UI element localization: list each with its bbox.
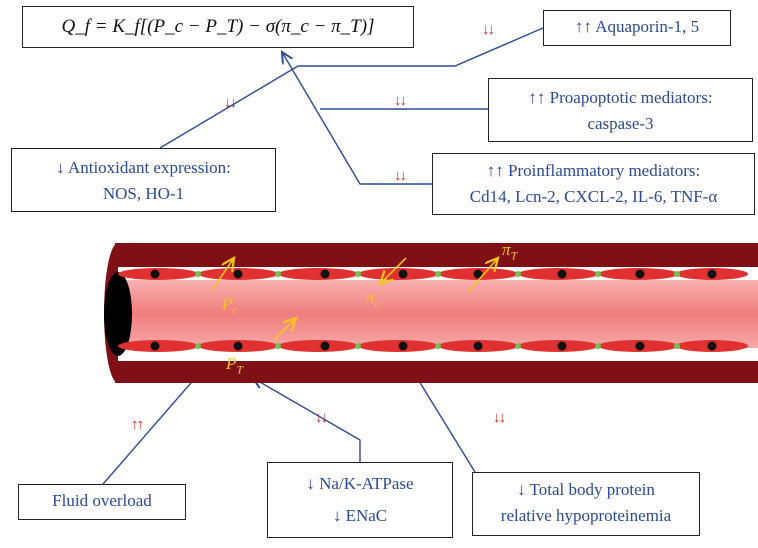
antioxidant-box: ↓ Antioxidant expression: NOS, HO-1: [11, 148, 276, 212]
fluid-overload-label: Fluid overload: [52, 491, 152, 510]
vessel-opening: [104, 272, 132, 356]
top-junctions: [195, 271, 680, 277]
proinflammatory-label-line1: ↑↑ Proinflammatory mediators:: [486, 161, 701, 180]
filtration-equation-box: Q_f = K_f[(P_c − P_T) − σ(π_c − π_T)]: [22, 6, 414, 48]
fluid-overload-box: Fluid overload: [18, 484, 186, 520]
capillary-pressure-label: Pc: [222, 294, 238, 317]
protein-label-line2: relative hypoproteinemia: [500, 506, 672, 525]
protein-down-indicator: ↓↓: [493, 410, 506, 426]
antioxidant-label-line1: ↓ Antioxidant expression:: [56, 158, 231, 177]
blood-vessel: [104, 243, 758, 383]
connector-proinflammatory: [282, 52, 432, 185]
antioxidant-down-indicator: ↓↓: [224, 95, 237, 111]
enac-label: ↓ ENaC: [332, 506, 388, 525]
connector-nak: [253, 378, 361, 462]
proapoptotic-label-line1: ↑↑ Proapoptotic mediators:: [528, 88, 713, 107]
connector-antioxidant: [159, 65, 299, 149]
nak-atpase-box: ↓ Na/K-ATPase ↓ ENaC: [267, 462, 453, 538]
connector-lines: [102, 27, 544, 485]
pt-arrow: [273, 318, 296, 341]
proinflammatory-box: ↑↑ Proinflammatory mediators: Cd14, Lcn-…: [432, 153, 755, 215]
proapoptotic-box: ↑↑ Proapoptotic mediators: caspase-3: [488, 78, 753, 142]
pc-arrow: [211, 258, 234, 291]
pit-arrow: [467, 258, 498, 293]
protein-box: ↓ Total body protein relative hypoprotei…: [472, 472, 700, 536]
aquaporin-box: ↑↑ Aquaporin-1, 5: [543, 10, 731, 46]
antioxidant-label-line2: NOS, HO-1: [102, 184, 185, 203]
connector-aquaporin: [298, 27, 544, 67]
capillary-oncotic-label: πc: [366, 288, 380, 311]
nak-atpase-label: ↓ Na/K-ATPase: [306, 474, 414, 493]
fluid-overload-up-indicator: ↑↑: [131, 417, 144, 433]
tissue-oncotic-label: πT: [502, 240, 518, 263]
top-nuclei: [150, 269, 717, 279]
proinflammatory-down-indicator: ↓↓: [394, 168, 407, 184]
proapoptotic-down-indicator: ↓↓: [394, 93, 407, 109]
filtration-equation: Q_f = K_f[(P_c − P_T) − σ(π_c − π_T)]: [61, 16, 375, 37]
protein-label-line1: ↓ Total body protein: [517, 480, 655, 499]
force-arrows: [211, 257, 498, 341]
proinflammatory-label-line2: Cd14, Lcn-2, CXCL-2, IL-6, TNF-α: [469, 187, 718, 206]
pic-arrow: [380, 257, 407, 284]
bottom-junctions: [195, 343, 680, 349]
vessel-lumen: [118, 280, 758, 348]
tissue-pressure-label: PT: [226, 354, 244, 377]
proapoptotic-label-line2: caspase-3: [587, 114, 654, 133]
bottom-nuclei: [150, 341, 717, 351]
aquaporin-down-indicator: ↓↓: [482, 22, 495, 38]
aquaporin-label: ↑↑ Aquaporin-1, 5: [574, 17, 700, 36]
